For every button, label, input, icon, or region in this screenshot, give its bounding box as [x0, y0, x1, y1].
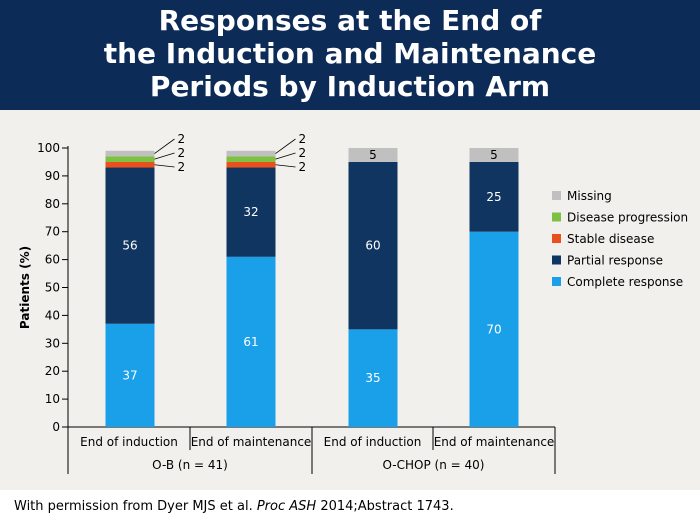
bar-segment-disease-progression — [105, 156, 155, 162]
leader-line — [154, 164, 175, 168]
title-bar — [0, 0, 700, 110]
x-tick-label: End of induction — [324, 435, 422, 449]
data-label-complete-response: 35 — [365, 371, 380, 385]
legend-label: Stable disease — [567, 232, 654, 246]
x-group-label: O-B (n = 41) — [152, 458, 228, 472]
y-tick-label: 50 — [45, 281, 60, 295]
legend-swatch — [552, 191, 561, 200]
x-tick-label: End of induction — [80, 435, 178, 449]
y-tick-label: 30 — [45, 336, 60, 350]
bar-segment-missing — [469, 148, 519, 162]
citation-prefix: With permission from Dyer MJS et al. — [14, 499, 257, 514]
data-label-partial-response: 32 — [243, 205, 258, 219]
legend-label: Disease progression — [567, 211, 688, 225]
bar-segment-complete-response — [348, 329, 398, 427]
bar-segment-disease-progression — [226, 156, 276, 162]
x-tick-label: End of maintenance — [191, 435, 312, 449]
legend-label: Complete response — [567, 275, 683, 289]
y-tick-label: 100 — [37, 141, 60, 155]
bar-segment-missing — [105, 150, 155, 157]
legend-swatch — [552, 277, 561, 286]
legend-label: Missing — [567, 189, 612, 203]
citation: With permission from Dyer MJS et al. Pro… — [14, 499, 454, 514]
data-label-complete-response: 70 — [486, 322, 501, 336]
data-label-missing: 2 — [178, 132, 186, 146]
data-label-disease-progression: 2 — [178, 146, 186, 160]
bar-segment-complete-response — [469, 231, 519, 427]
bar-segment-missing — [226, 150, 276, 157]
y-tick-label: 10 — [45, 392, 60, 406]
stacked-bar-chart: 0 10 20 30 40 50 60 70 80 90 100 Patients (%) 37 61 35… — [18, 132, 688, 474]
data-label-missing: 5 — [369, 148, 377, 162]
leader-line — [154, 152, 175, 160]
y-tick-label: 60 — [45, 253, 60, 267]
data-label-stable-disease: 2 — [178, 160, 186, 174]
bar-segment-complete-response — [105, 323, 155, 427]
bar-segment-missing — [348, 148, 398, 162]
legend-swatch — [552, 212, 561, 222]
title-line-3: Periods by Induction Arm — [149, 70, 551, 103]
data-label-missing: 2 — [299, 132, 307, 146]
title-line-1: Responses at the End of — [158, 4, 542, 37]
data-label-complete-response: 37 — [122, 368, 137, 382]
citation-journal: Proc ASH — [256, 499, 317, 514]
bar-segment-partial-response — [105, 167, 155, 324]
y-axis-label: Patients (%) — [18, 246, 32, 329]
leader-line — [275, 164, 296, 168]
x-tick-label: End of maintenance — [434, 435, 555, 449]
bar-segment-complete-response — [226, 256, 276, 427]
legend-label: Partial response — [567, 254, 663, 268]
slide-title: Responses at the End of the Induction an… — [0, 4, 700, 103]
data-label-complete-response: 61 — [243, 335, 258, 349]
title-line-2: the Induction and Maintenance — [103, 37, 597, 70]
leader-line — [275, 138, 296, 154]
data-label-missing: 5 — [490, 148, 498, 162]
data-label-disease-progression: 2 — [299, 146, 307, 160]
leader-line — [154, 138, 175, 154]
y-tick-label: 0 — [52, 420, 60, 434]
bar-segment-stable-disease — [226, 161, 276, 168]
data-label-partial-response: 60 — [365, 239, 380, 253]
bar-segment-partial-response — [469, 161, 519, 232]
y-tick-label: 90 — [45, 169, 60, 183]
x-group-label: O-CHOP (n = 40) — [383, 458, 485, 472]
data-label-stable-disease: 2 — [299, 160, 307, 174]
y-tick-label: 20 — [45, 364, 60, 378]
y-tick-label: 70 — [45, 225, 60, 239]
bar-segment-partial-response — [226, 167, 276, 257]
citation-suffix: 2014;Abstract 1743. — [316, 499, 454, 514]
y-tick-label: 40 — [45, 308, 60, 322]
legend-swatch — [552, 255, 561, 265]
bar-segment-partial-response — [348, 161, 398, 330]
legend-swatch — [552, 234, 561, 243]
y-tick-label: 80 — [45, 197, 60, 211]
bar-segment-stable-disease — [105, 161, 155, 168]
leader-line — [275, 152, 296, 160]
data-label-partial-response: 25 — [486, 190, 501, 204]
data-label-partial-response: 56 — [122, 239, 137, 253]
